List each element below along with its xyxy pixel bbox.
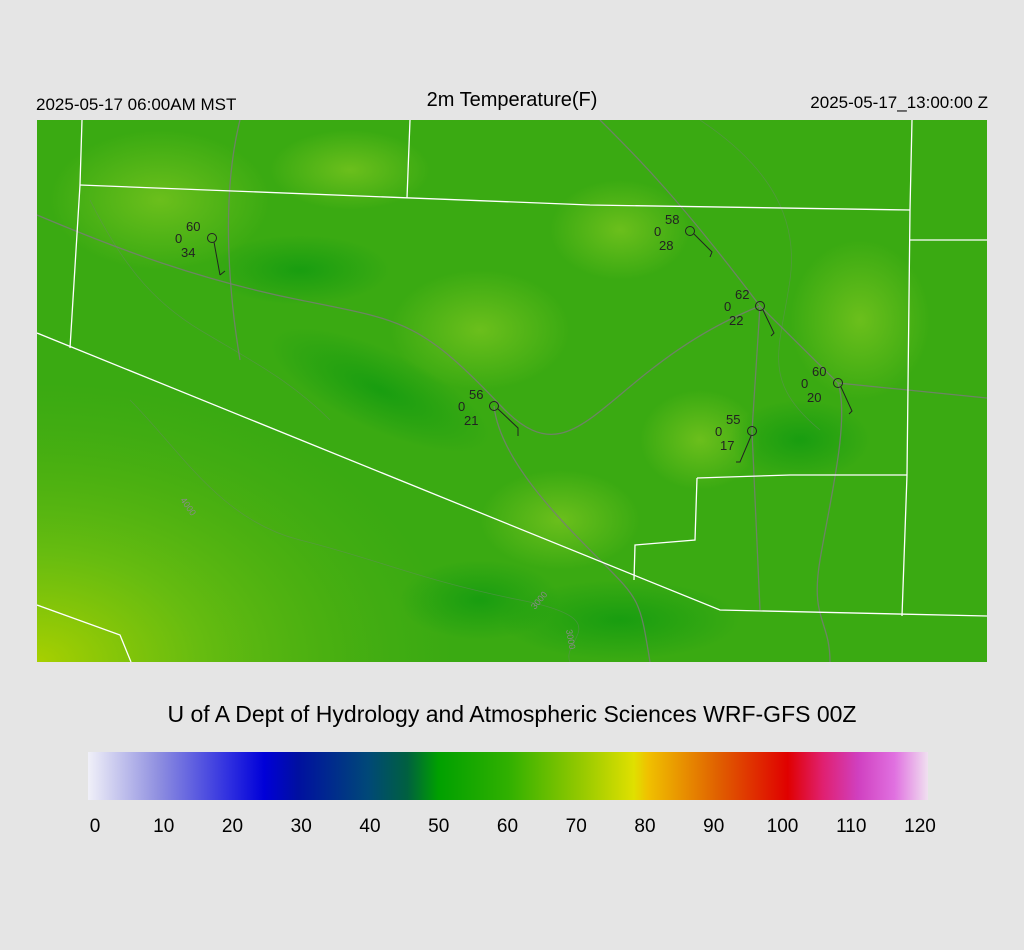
wind-barb xyxy=(840,386,853,415)
colorbar-tick-label: 70 xyxy=(566,816,587,837)
colorbar-tick-label: 30 xyxy=(291,816,312,837)
station: 60 0 34 xyxy=(175,219,226,276)
dewpoint: 21 xyxy=(464,413,478,428)
temperature: 56 xyxy=(469,387,483,402)
temperature: 62 xyxy=(735,287,749,302)
map: 3000 3000 4000 xyxy=(37,120,987,662)
colorbar-tick-label: 40 xyxy=(359,816,380,837)
colorbar-tick-label: 80 xyxy=(634,816,655,837)
temperature: 55 xyxy=(726,412,740,427)
dewpoint: 34 xyxy=(181,245,195,260)
colorbar-tick-label: 10 xyxy=(153,816,174,837)
colorbar-tick-label: 100 xyxy=(767,816,799,837)
station: 56 0 21 xyxy=(458,387,519,436)
weather-code: 0 xyxy=(801,376,808,391)
weather-code: 0 xyxy=(654,224,661,239)
station-circle xyxy=(207,233,217,243)
local-time: 2025-05-17 06:00AM MST xyxy=(36,95,236,114)
wind-barb xyxy=(213,241,226,276)
colorbar-tick-label: 90 xyxy=(703,816,724,837)
wind-barb xyxy=(693,233,713,258)
wind-barb xyxy=(762,309,775,337)
weather-code: 0 xyxy=(715,424,722,439)
colorbar-tick-label: 110 xyxy=(836,816,866,837)
dewpoint: 20 xyxy=(807,390,821,405)
colorbar-tick-label: 0 xyxy=(90,816,101,837)
station: 60 0 20 xyxy=(801,364,853,415)
wind-barb xyxy=(736,435,752,463)
weather-code: 0 xyxy=(175,231,182,246)
station: 62 0 22 xyxy=(724,287,775,337)
colorbar-tick-label: 50 xyxy=(428,816,449,837)
colorbar-tick-label: 120 xyxy=(904,816,936,837)
temperature: 60 xyxy=(186,219,200,234)
colorbar xyxy=(88,752,928,800)
contour-label: 3000 xyxy=(564,629,577,650)
colorbar-tick-label: 60 xyxy=(497,816,518,837)
temperature: 60 xyxy=(812,364,826,379)
dewpoint: 28 xyxy=(659,238,673,253)
weather-code: 0 xyxy=(724,299,731,314)
station: 58 0 28 xyxy=(654,212,713,258)
wind-barb xyxy=(497,408,519,436)
stations: 60 0 34 58 0 28 62 0 22 60 0 20 xyxy=(175,212,853,463)
dewpoint: 22 xyxy=(729,313,743,328)
colorbar-ticks: 0 10 20 30 40 50 60 70 80 90 100 110 120 xyxy=(90,816,936,837)
temperature: 58 xyxy=(665,212,679,227)
map-title: 2m Temperature(F) xyxy=(427,89,598,111)
dewpoint: 17 xyxy=(720,438,734,453)
station: 55 0 17 xyxy=(715,412,757,463)
weather-code: 0 xyxy=(458,399,465,414)
credit: U of A Dept of Hydrology and Atmospheric… xyxy=(167,701,856,727)
valid-time: 2025-05-17_13:00:00 Z xyxy=(810,93,988,112)
colorbar-tick-label: 20 xyxy=(222,816,243,837)
